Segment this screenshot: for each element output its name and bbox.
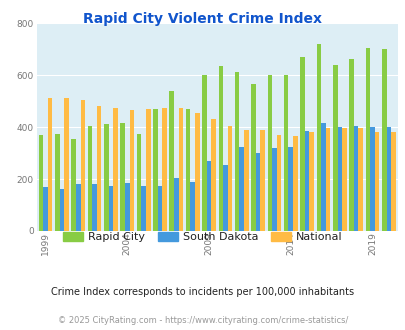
Bar [222, 165, 227, 231]
Bar [260, 130, 264, 231]
Bar [267, 75, 271, 231]
Bar [332, 65, 337, 231]
Bar [316, 44, 320, 231]
Bar [178, 108, 183, 231]
Bar [320, 123, 325, 231]
Bar [239, 147, 243, 231]
Bar [185, 109, 190, 231]
Bar [341, 128, 346, 231]
Bar [227, 126, 232, 231]
Text: Crime Index corresponds to incidents per 100,000 inhabitants: Crime Index corresponds to incidents per… [51, 287, 354, 297]
Bar [174, 178, 178, 231]
Bar [365, 48, 369, 231]
Bar [243, 130, 248, 231]
Bar [353, 126, 358, 231]
Bar [386, 127, 390, 231]
Bar [136, 134, 141, 231]
Bar [55, 134, 60, 231]
Text: © 2025 CityRating.com - https://www.cityrating.com/crime-statistics/: © 2025 CityRating.com - https://www.city… [58, 316, 347, 325]
Bar [48, 98, 52, 231]
Bar [157, 185, 162, 231]
Bar [43, 187, 48, 231]
Bar [169, 91, 174, 231]
Bar [87, 126, 92, 231]
Bar [283, 75, 288, 231]
Bar [64, 98, 68, 231]
Bar [60, 189, 64, 231]
Bar [76, 184, 80, 231]
Bar [190, 182, 194, 231]
Bar [104, 124, 109, 231]
Bar [141, 185, 145, 231]
Bar [255, 153, 260, 231]
Bar [348, 59, 353, 231]
Bar [288, 147, 292, 231]
Bar [120, 123, 125, 231]
Bar [251, 84, 255, 231]
Bar [309, 132, 313, 231]
Bar [325, 128, 330, 231]
Bar [211, 119, 215, 231]
Bar [358, 128, 362, 231]
Bar [206, 161, 211, 231]
Bar [374, 132, 378, 231]
Bar [271, 148, 276, 231]
Bar [71, 139, 76, 231]
Bar [202, 75, 206, 231]
Bar [218, 66, 222, 231]
Bar [300, 57, 304, 231]
Bar [109, 185, 113, 231]
Bar [304, 131, 309, 231]
Bar [234, 73, 239, 231]
Bar [92, 184, 97, 231]
Bar [145, 109, 150, 231]
Legend: Rapid City, South Dakota, National: Rapid City, South Dakota, National [59, 228, 346, 247]
Bar [113, 108, 117, 231]
Bar [381, 49, 386, 231]
Bar [194, 113, 199, 231]
Bar [276, 135, 281, 231]
Bar [125, 183, 129, 231]
Bar [337, 127, 341, 231]
Bar [129, 110, 134, 231]
Bar [80, 100, 85, 231]
Bar [38, 135, 43, 231]
Text: Rapid City Violent Crime Index: Rapid City Violent Crime Index [83, 12, 322, 25]
Bar [369, 127, 374, 231]
Bar [153, 109, 157, 231]
Bar [97, 106, 101, 231]
Bar [292, 136, 297, 231]
Bar [162, 108, 166, 231]
Bar [390, 132, 395, 231]
